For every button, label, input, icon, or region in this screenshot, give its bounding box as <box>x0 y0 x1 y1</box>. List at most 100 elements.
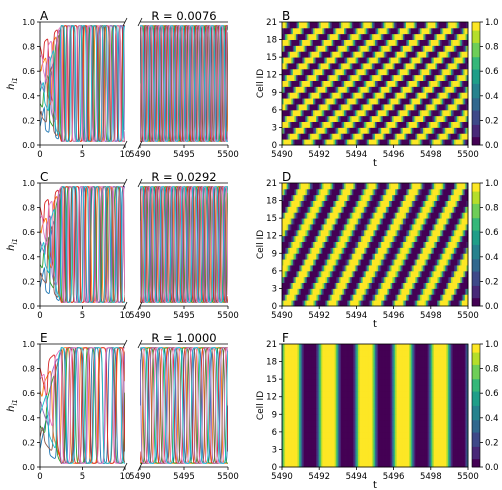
heatmap-cell <box>289 235 292 242</box>
heatmap-cell <box>385 270 388 278</box>
heatmap-cell <box>398 109 401 117</box>
heatmap-cell <box>292 276 295 283</box>
heatmap-cell <box>306 27 309 35</box>
heatmap-cell <box>344 92 346 99</box>
heatmap-cell <box>433 294 436 301</box>
heatmap-cell <box>308 121 311 128</box>
heatmap-cell <box>354 115 357 122</box>
heatmap-cell <box>303 270 306 278</box>
heatmap-cell <box>292 259 295 266</box>
heatmap-cell <box>396 68 399 76</box>
heatmap-cell <box>450 109 453 117</box>
heatmap-cell <box>319 104 322 111</box>
heatmap-cell <box>306 68 309 76</box>
heatmap-cell <box>371 39 374 46</box>
heatmap-cell <box>316 247 319 254</box>
heatmap-cell <box>437 45 439 52</box>
heatmap-cell <box>316 253 319 260</box>
heatmap-cell <box>454 133 456 140</box>
heatmap-cell <box>435 98 438 105</box>
heatmap-cell <box>309 121 312 128</box>
heatmap-cell <box>306 74 309 81</box>
heatmap-cell <box>294 80 297 87</box>
heatmap-cell <box>295 270 298 278</box>
heatmap-cell <box>447 259 450 266</box>
heatmap-cell <box>392 194 394 201</box>
heatmap-cell <box>392 270 394 278</box>
heatmap-cell <box>345 115 348 122</box>
heatmap-cell <box>423 74 425 81</box>
heatmap-cell <box>413 109 416 117</box>
heatmap-cell <box>356 63 359 70</box>
heatmap-cell <box>432 276 435 283</box>
heatmap-cell <box>454 68 456 76</box>
heatmap-cell <box>376 200 379 207</box>
heatmap-cell <box>356 265 359 272</box>
heatmap-cell <box>429 206 432 213</box>
heatmap-cell <box>314 265 317 272</box>
heatmap-cell <box>447 139 450 146</box>
heatmap-cell <box>430 206 433 213</box>
heatmap-cell <box>424 22 427 29</box>
heatmap-cell <box>395 265 398 272</box>
heatmap-cell <box>430 68 433 76</box>
heatmap-cell <box>455 247 458 254</box>
heatmap-cell <box>424 294 427 301</box>
colorbar-step <box>472 46 480 50</box>
heatmap-cell <box>376 235 379 242</box>
heatmap-cell <box>291 115 294 122</box>
heatmap-cell <box>285 282 288 289</box>
heatmap-cell <box>370 241 373 248</box>
heatmap-cell <box>300 294 303 301</box>
heatmap-cell <box>288 22 291 29</box>
heatmap-cell <box>371 282 374 289</box>
heatmap-cell <box>347 282 350 289</box>
x-tick-label-1: 5492 <box>308 150 330 160</box>
heatmap-cell <box>364 270 367 278</box>
heatmap-cell <box>454 265 456 272</box>
heatmap-cell <box>323 247 326 254</box>
heatmap-cell <box>461 121 464 128</box>
heatmap-cell <box>415 98 418 105</box>
heatmap-cell <box>347 127 350 134</box>
heatmap-cell <box>354 300 357 307</box>
heatmap-cell <box>334 51 337 58</box>
heatmap-cell <box>348 139 351 146</box>
heatmap-cell <box>364 39 367 46</box>
heatmap-cell <box>401 235 404 242</box>
heatmap-cell <box>452 127 455 134</box>
heatmap-cell <box>322 92 325 99</box>
heatmap-cell <box>455 22 458 29</box>
heatmap-cell <box>413 127 416 134</box>
heatmap-cell <box>317 27 320 35</box>
heatmap-cell <box>430 22 433 29</box>
heatmap-cell <box>450 45 453 52</box>
heatmap-cell <box>336 22 339 29</box>
heatmap-cell <box>412 27 415 35</box>
heatmap-cell <box>286 288 289 295</box>
heatmap-cell <box>320 235 323 242</box>
heatmap-cell <box>454 229 456 237</box>
heatmap-cell <box>368 80 371 87</box>
heatmap-cell <box>368 127 371 134</box>
heatmap-cell <box>356 39 359 46</box>
heatmap-cell <box>407 265 410 272</box>
heatmap-cell <box>294 206 297 213</box>
heatmap-cell <box>334 200 337 207</box>
heatmap-cell <box>415 218 418 225</box>
heatmap-cell <box>354 253 357 260</box>
heatmap-cell <box>418 80 421 87</box>
heatmap-cell <box>446 300 449 307</box>
heatmap-cell <box>361 39 363 46</box>
heatmap-cell <box>331 33 334 40</box>
x-tick-label-0: 5490 <box>271 150 293 160</box>
heatmap-cell <box>320 276 323 283</box>
heatmap-cell <box>361 224 363 231</box>
heatmap-cell <box>409 194 412 201</box>
heatmap-cell <box>384 139 387 146</box>
heatmap-cell <box>418 68 421 76</box>
heatmap-cell <box>313 109 315 117</box>
heatmap-cell <box>440 235 443 242</box>
heatmap-cell <box>322 294 325 301</box>
heatmap-cell <box>402 22 405 29</box>
